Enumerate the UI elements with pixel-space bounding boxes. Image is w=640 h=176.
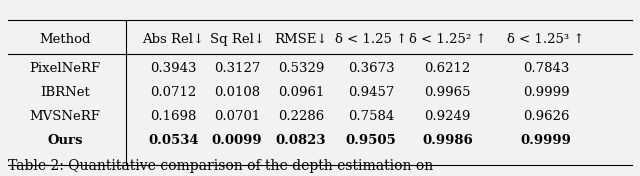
Text: 0.0534: 0.0534 bbox=[148, 134, 199, 147]
Text: Table 2: Quantitative comparison of the depth estimation on: Table 2: Quantitative comparison of the … bbox=[8, 159, 433, 173]
Text: IBRNet: IBRNet bbox=[40, 86, 90, 99]
Text: 0.0108: 0.0108 bbox=[214, 86, 260, 99]
Text: 0.0701: 0.0701 bbox=[214, 110, 260, 123]
Text: 0.9505: 0.9505 bbox=[346, 134, 396, 147]
Text: 0.9249: 0.9249 bbox=[424, 110, 470, 123]
Text: 0.2286: 0.2286 bbox=[278, 110, 324, 123]
Text: δ < 1.25² ↑: δ < 1.25² ↑ bbox=[408, 33, 486, 46]
Text: PixelNeRF: PixelNeRF bbox=[29, 62, 100, 75]
Text: 0.9999: 0.9999 bbox=[523, 86, 570, 99]
Text: 0.0823: 0.0823 bbox=[276, 134, 326, 147]
Text: Sq Rel↓: Sq Rel↓ bbox=[210, 33, 265, 46]
Text: 0.3943: 0.3943 bbox=[150, 62, 196, 75]
Text: 0.0961: 0.0961 bbox=[278, 86, 324, 99]
Text: 0.6212: 0.6212 bbox=[424, 62, 470, 75]
Text: 0.9986: 0.9986 bbox=[422, 134, 473, 147]
Text: 0.9626: 0.9626 bbox=[523, 110, 570, 123]
Text: 0.9457: 0.9457 bbox=[348, 86, 394, 99]
Text: 0.9965: 0.9965 bbox=[424, 86, 470, 99]
Text: 0.0099: 0.0099 bbox=[212, 134, 262, 147]
Text: 0.3673: 0.3673 bbox=[348, 62, 394, 75]
Text: 0.1698: 0.1698 bbox=[150, 110, 196, 123]
Text: 0.7843: 0.7843 bbox=[523, 62, 570, 75]
Text: RMSE↓: RMSE↓ bbox=[274, 33, 328, 46]
Text: 0.5329: 0.5329 bbox=[278, 62, 324, 75]
Text: δ < 1.25 ↑: δ < 1.25 ↑ bbox=[335, 33, 407, 46]
Text: 0.9999: 0.9999 bbox=[521, 134, 572, 147]
Text: δ < 1.25³ ↑: δ < 1.25³ ↑ bbox=[508, 33, 585, 46]
Text: Method: Method bbox=[40, 33, 91, 46]
Text: 0.3127: 0.3127 bbox=[214, 62, 260, 75]
Text: Abs Rel↓: Abs Rel↓ bbox=[142, 33, 205, 46]
Text: Ours: Ours bbox=[47, 134, 83, 147]
Text: MVSNeRF: MVSNeRF bbox=[29, 110, 100, 123]
Text: 0.7584: 0.7584 bbox=[348, 110, 394, 123]
Text: 0.0712: 0.0712 bbox=[150, 86, 196, 99]
